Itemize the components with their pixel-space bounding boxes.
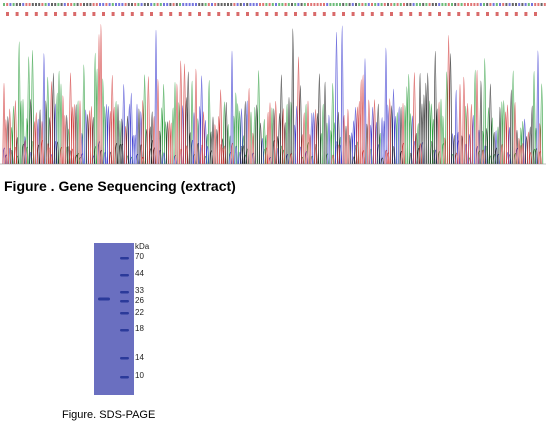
- sds-page-caption: Figure. SDS-PAGE: [62, 409, 156, 421]
- marker-unit-label: kDa: [135, 242, 150, 251]
- marker-label-44: 44: [135, 269, 144, 278]
- trace-T: [2, 23, 542, 165]
- marker-band-10: [120, 376, 129, 379]
- gel-background: [94, 243, 134, 395]
- marker-label-14: 14: [135, 353, 144, 362]
- marker-label-10: 10: [135, 371, 144, 380]
- marker-label-18: 18: [135, 324, 144, 333]
- translation-row: [6, 12, 537, 16]
- marker-band-14: [120, 357, 129, 360]
- marker-label-22: 22: [135, 308, 144, 317]
- base-call-strip: [3, 3, 546, 6]
- marker-label-26: 26: [135, 296, 144, 305]
- marker-band-33: [120, 291, 129, 294]
- marker-band-18: [120, 329, 129, 332]
- sequencing-figure-title: Figure . Gene Sequencing (extract): [4, 178, 236, 194]
- marker-band-26: [120, 300, 129, 303]
- chromatogram-trace: [0, 3, 546, 165]
- sds-page-gel: [94, 243, 134, 395]
- marker-band-22: [120, 312, 129, 315]
- marker-band-44: [120, 274, 129, 277]
- marker-label-70: 70: [135, 252, 144, 261]
- marker-label-33: 33: [135, 286, 144, 295]
- sample-band: [98, 297, 110, 301]
- marker-band-70: [120, 257, 129, 260]
